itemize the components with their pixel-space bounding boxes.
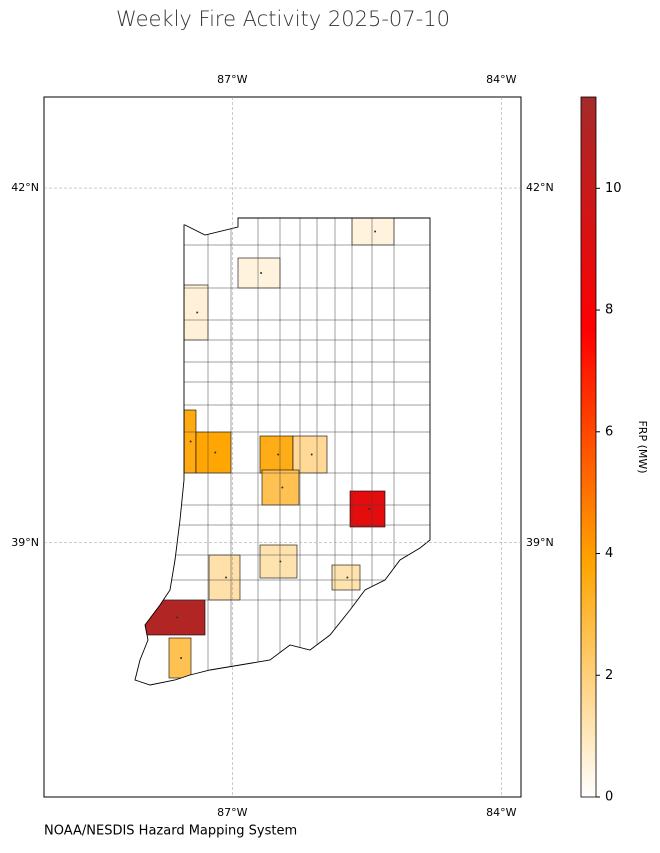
colorbar-tick-label: 4 xyxy=(605,546,613,561)
county-fire xyxy=(331,564,361,591)
county-fire xyxy=(259,435,294,474)
county-fire xyxy=(351,218,395,246)
lat-label: 39°N xyxy=(526,536,554,549)
colorbar-tick-label: 0 xyxy=(605,790,613,805)
fire-dot xyxy=(196,311,199,314)
lat-label: 42°N xyxy=(11,181,39,194)
fire-dot xyxy=(346,576,349,579)
colorbar-tick-label: 10 xyxy=(605,181,622,196)
lat-label: 39°N xyxy=(11,536,39,549)
fire-dot xyxy=(368,508,371,510)
county-fire xyxy=(292,435,328,474)
lon-label: 87°W xyxy=(217,73,247,86)
lat-label: 42°N xyxy=(526,181,554,194)
map-title: Weekly Fire Activity 2025-07-10 xyxy=(116,7,450,31)
county-fire xyxy=(259,544,298,579)
fire-dot xyxy=(279,560,282,563)
county-fire xyxy=(349,490,386,528)
fire-dot xyxy=(176,616,179,619)
footer-credit: NOAA/NESDIS Hazard Mapping System xyxy=(44,824,297,839)
fire-dot xyxy=(214,451,217,454)
county-fire xyxy=(237,257,281,289)
colorbar-tick-label: 2 xyxy=(605,668,613,683)
county-fire xyxy=(195,431,232,474)
fire-dot xyxy=(180,657,183,659)
lon-label: 87°W xyxy=(217,806,247,819)
colorbar xyxy=(580,96,597,798)
fire-dot xyxy=(310,453,313,456)
colorbar-label: FRP (MW) xyxy=(636,420,649,473)
fire-dot xyxy=(225,576,228,579)
fire-dot xyxy=(189,440,192,443)
fire-dot xyxy=(277,453,280,456)
colorbar-tick-label: 6 xyxy=(605,424,613,439)
county-fire xyxy=(261,469,300,506)
fire-dot xyxy=(374,230,377,233)
lon-label: 84°W xyxy=(486,806,516,819)
colorbar-tick-label: 8 xyxy=(605,303,613,318)
lon-label: 84°W xyxy=(486,73,516,86)
county-fire xyxy=(208,554,241,601)
state-outline xyxy=(134,217,431,686)
county-fire xyxy=(183,284,209,341)
fire-dot xyxy=(260,272,263,274)
fire-dot xyxy=(281,486,284,489)
county-fire xyxy=(168,637,192,679)
